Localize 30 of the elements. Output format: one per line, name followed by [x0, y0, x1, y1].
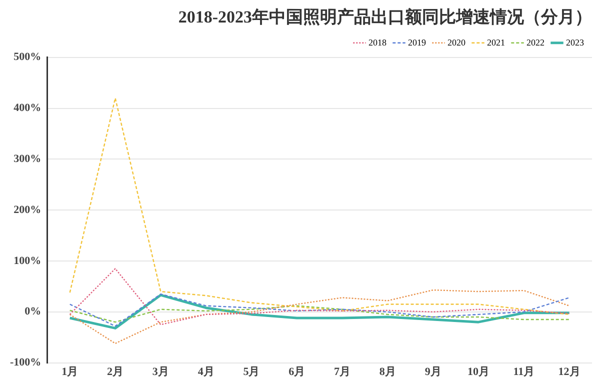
x-tick-label: 3月 [152, 366, 169, 378]
x-tick-label: 1月 [62, 366, 78, 378]
x-tick-label: 8月 [379, 366, 396, 378]
x-tick-label: 4月 [198, 366, 214, 378]
x-tick-label: 7月 [334, 366, 351, 378]
y-tick-label: 0% [24, 306, 42, 318]
legend-label: 2018 [368, 37, 387, 48]
y-tick-label: 100% [14, 254, 42, 267]
x-tick-label: 6月 [288, 366, 306, 378]
x-tick-label: 9月 [424, 366, 442, 378]
legend-label: 2020 [448, 37, 466, 48]
line-series [69, 305, 570, 323]
y-tick-label: -100% [10, 356, 42, 369]
x-tick-label: 12月 [558, 366, 580, 378]
line-series [69, 289, 570, 344]
chart-title: 2018-2023年中国照明产品出口额同比增速情况（分月） [178, 8, 592, 27]
y-tick-label: 500% [14, 51, 42, 64]
y-tick-label: 200% [14, 204, 42, 216]
line-series [69, 268, 570, 326]
y-tick-label: 300% [14, 153, 42, 166]
x-tick-label: 2月 [107, 366, 124, 378]
line-series [69, 98, 570, 316]
legend-label: 2019 [408, 37, 426, 48]
legend-label: 2022 [526, 37, 544, 48]
x-tick-label: 10月 [467, 366, 490, 378]
y-tick-label: 400% [14, 102, 42, 114]
x-tick-label: 5月 [243, 366, 260, 378]
x-tick-label: 11月 [513, 366, 535, 378]
legend-label: 2021 [487, 37, 505, 48]
legend-label: 2023 [566, 37, 584, 48]
